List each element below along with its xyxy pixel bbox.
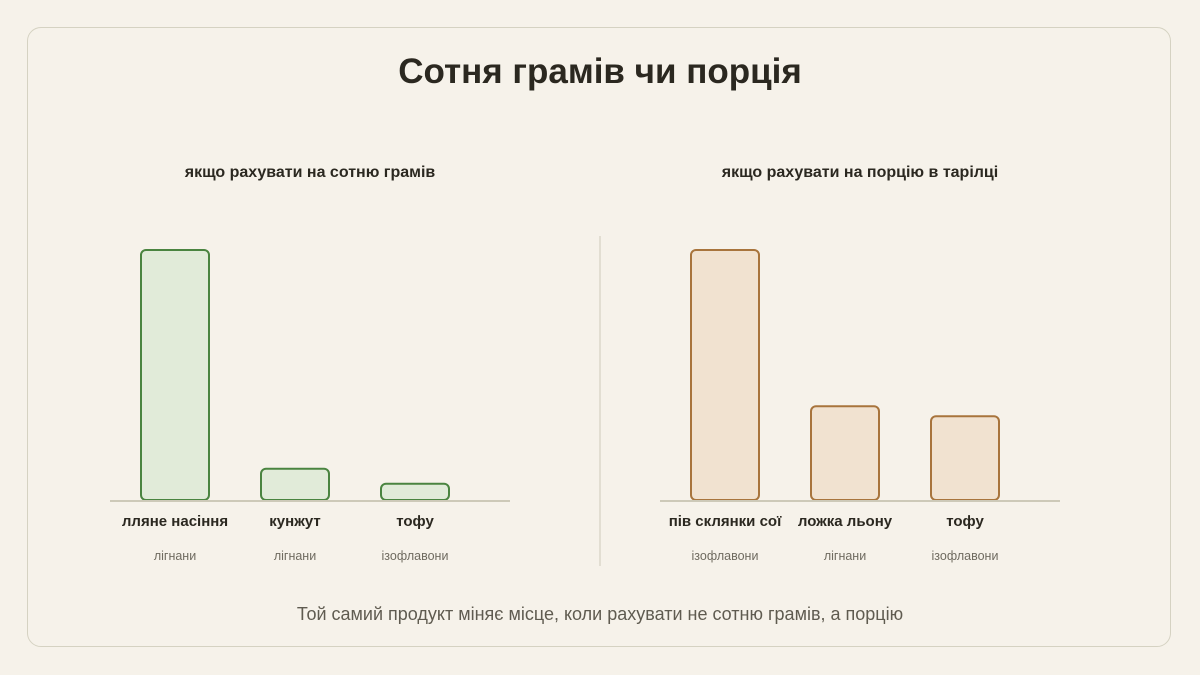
category-sublabel: лігнани xyxy=(274,549,316,563)
category-label: тофу xyxy=(396,513,434,530)
category-label: пів склянки сої xyxy=(669,513,782,530)
category-sublabel: лігнани xyxy=(824,549,866,563)
bar-1 xyxy=(690,249,760,501)
bar-3 xyxy=(930,415,1000,501)
bar-1 xyxy=(140,249,210,501)
bar-3 xyxy=(380,482,450,501)
right-chart-title: якщо рахувати на порцію в тарілці xyxy=(721,164,999,181)
bar-2 xyxy=(260,467,330,501)
category-label: ложка льону xyxy=(798,513,893,530)
category-sublabel: ізофлавони xyxy=(932,549,999,563)
category-label: лляне насіння xyxy=(122,513,228,530)
category-sublabel: ізофлавони xyxy=(692,549,759,563)
category-label: тофу xyxy=(946,513,984,530)
category-sublabel: лігнани xyxy=(154,549,196,563)
right-bar-chart: пів склянки сої ізофлавони ложка льону лігн… xyxy=(660,249,1060,563)
slide-card xyxy=(27,27,1171,647)
page-title: Сотня грамів чи порція xyxy=(398,52,802,91)
category-sublabel: ізофлавони xyxy=(382,549,449,563)
left-chart-title: якщо рахувати на сотню грамів xyxy=(184,164,436,181)
bar-2 xyxy=(810,405,880,501)
left-bar-chart: лляне насіння лігнани кунжут лігнани тофу ізо… xyxy=(110,249,510,563)
category-label: кунжут xyxy=(269,513,320,530)
footer-caption: Той самий продукт міняє місце, коли раху… xyxy=(296,604,904,624)
